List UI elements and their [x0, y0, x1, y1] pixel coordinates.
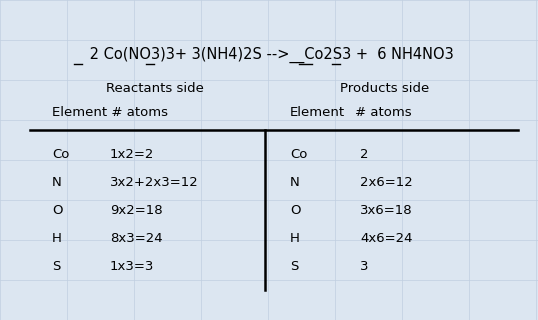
Text: # atoms: # atoms [355, 106, 412, 118]
Text: 2 Co(NO3)3+ 3(NH4)2S -->__Co2S3 +  6 NH4NO3: 2 Co(NO3)3+ 3(NH4)2S -->__Co2S3 + 6 NH4N… [84, 47, 454, 63]
Text: 1x2=2: 1x2=2 [110, 148, 154, 162]
Text: 4x6=24: 4x6=24 [360, 233, 413, 245]
Text: H: H [290, 233, 300, 245]
Text: Co: Co [52, 148, 69, 162]
Text: 3x6=18: 3x6=18 [360, 204, 413, 218]
Text: N: N [52, 177, 62, 189]
Text: 8x3=24: 8x3=24 [110, 233, 162, 245]
Text: Element # atoms: Element # atoms [52, 106, 168, 118]
Text: O: O [52, 204, 62, 218]
Text: 3x2+2x3=12: 3x2+2x3=12 [110, 177, 199, 189]
Text: O: O [290, 204, 301, 218]
Text: 2x6=12: 2x6=12 [360, 177, 413, 189]
Text: N: N [290, 177, 300, 189]
Text: Co: Co [290, 148, 307, 162]
Text: 1x3=3: 1x3=3 [110, 260, 154, 274]
Text: Products side: Products side [341, 82, 430, 94]
Text: S: S [52, 260, 60, 274]
Text: S: S [290, 260, 299, 274]
Text: H: H [52, 233, 62, 245]
Text: Element: Element [290, 106, 345, 118]
Text: 9x2=18: 9x2=18 [110, 204, 162, 218]
Text: 2: 2 [360, 148, 369, 162]
Text: Reactants side: Reactants side [106, 82, 204, 94]
Text: 3: 3 [360, 260, 369, 274]
